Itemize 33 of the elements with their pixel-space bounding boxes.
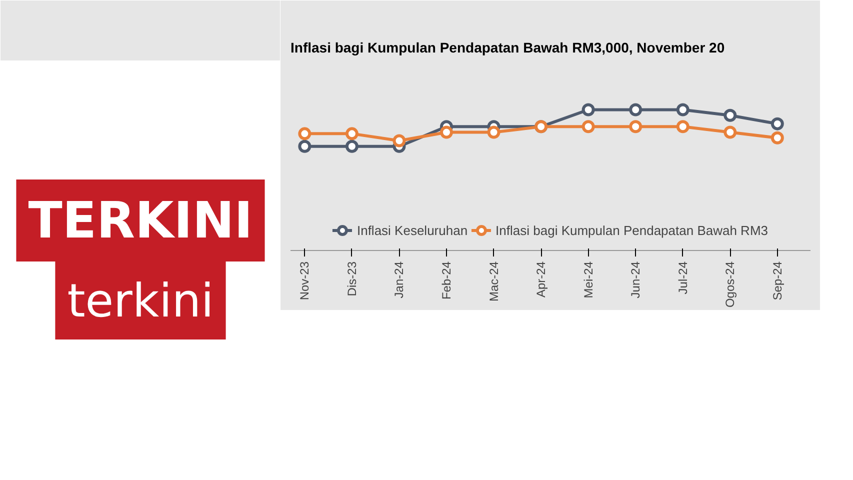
point [582,103,595,116]
point [629,103,642,116]
point [487,126,500,139]
legend-label: Inflasi Keseluruhan [356,222,468,238]
x-tick-label: Mei-24 [581,261,596,298]
legend-label: Inflasi bagi Kumpulan Pendapatan Bawah RM3 [496,222,768,238]
x-tick-label: Dis-23 [344,261,359,296]
point [724,126,737,139]
point [298,140,312,153]
x-tick-label: Jun-24 [628,261,643,298]
point [676,120,690,134]
point [392,134,406,148]
x-tick-label: Sep-24 [770,261,784,300]
text: terkini [67,274,214,328]
point [629,120,642,134]
x-tick-label: Jan-24 [392,261,406,298]
x-tick-label: Feb-24 [440,261,454,300]
x-tick-label: Nov-23 [298,261,312,300]
point [298,127,312,140]
x-tick-label: Mac-24 [486,261,501,302]
point [582,120,595,134]
point [770,131,784,144]
point [345,127,358,140]
x-tick-label: Jul-24 [676,261,690,294]
text: TERKINI [28,192,253,250]
x-tick-label: Apr-24 [534,261,548,298]
chart-title: Inflasi bagi Kumpulan Pendapatan Bawah RM3,000, November 20 [290,40,725,56]
point [345,140,358,153]
point [440,126,453,139]
x-tick-label: Ogos-24 [723,261,738,308]
point [676,103,690,116]
point [724,108,737,122]
point [770,117,784,130]
